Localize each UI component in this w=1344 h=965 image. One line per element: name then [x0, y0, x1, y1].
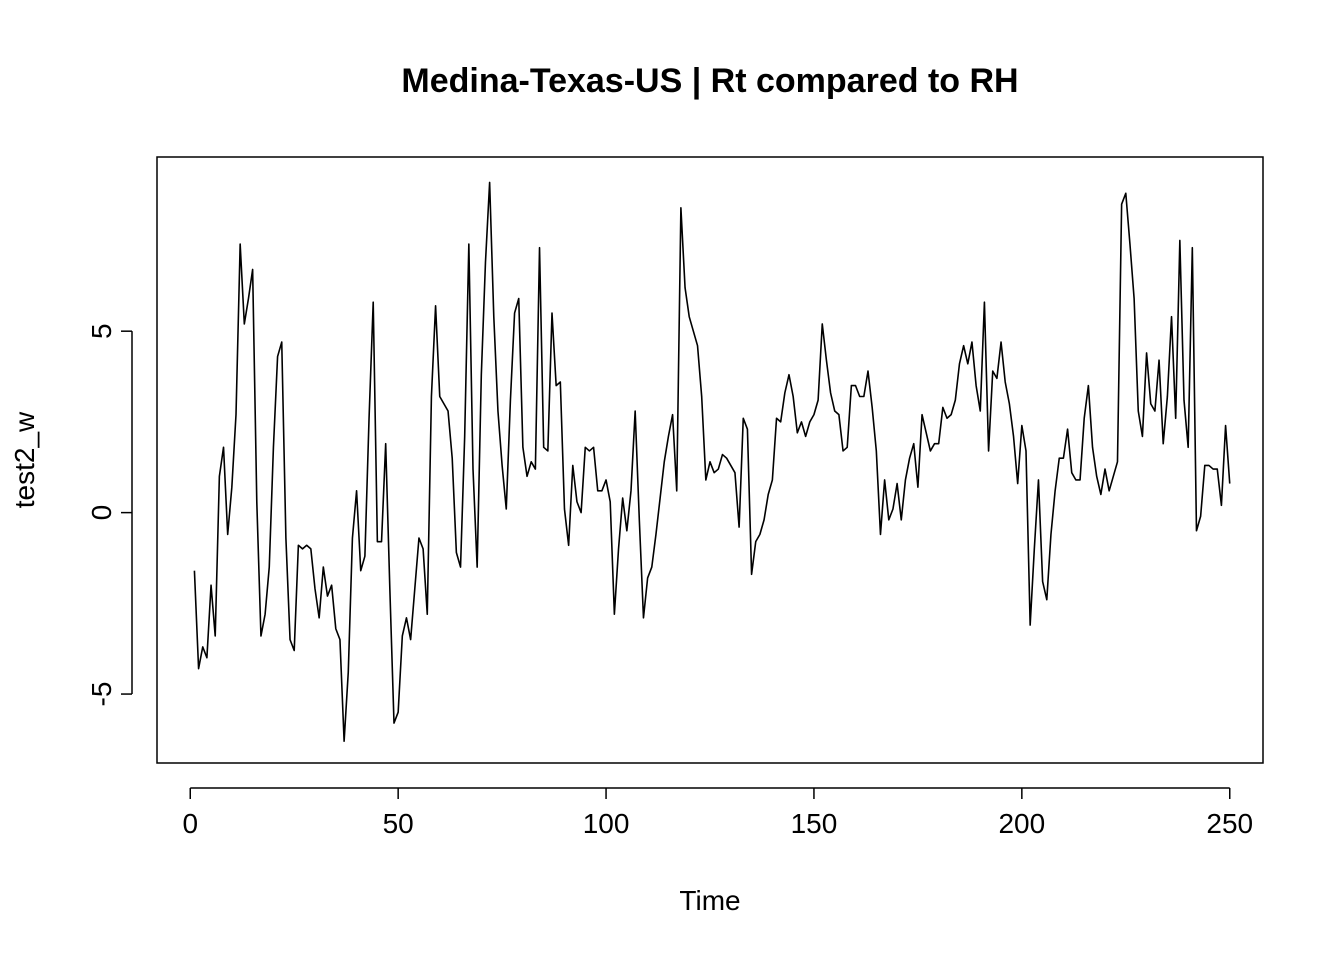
x-tick-label: 100: [583, 808, 630, 839]
y-axis-label: test2_w: [9, 411, 40, 508]
chart-title: Medina-Texas-US | Rt compared to RH: [401, 62, 1018, 100]
plot-frame: [156, 156, 1264, 764]
x-tick-label: 250: [1206, 808, 1253, 839]
x-tick-label: 50: [383, 808, 414, 839]
x-axis: 0 50 100 150 200 250: [182, 787, 1253, 839]
series-line: [193, 181, 1231, 743]
y-tick-label: 0: [86, 505, 117, 521]
y-tick-label: -5: [86, 682, 117, 707]
y-tick-label: 5: [86, 323, 117, 339]
x-axis-label: Time: [679, 885, 740, 916]
x-tick-label: 150: [791, 808, 838, 839]
y-axis: -5 0 5: [86, 323, 133, 707]
x-tick-label: 200: [998, 808, 1045, 839]
x-tick-label: 0: [182, 808, 198, 839]
